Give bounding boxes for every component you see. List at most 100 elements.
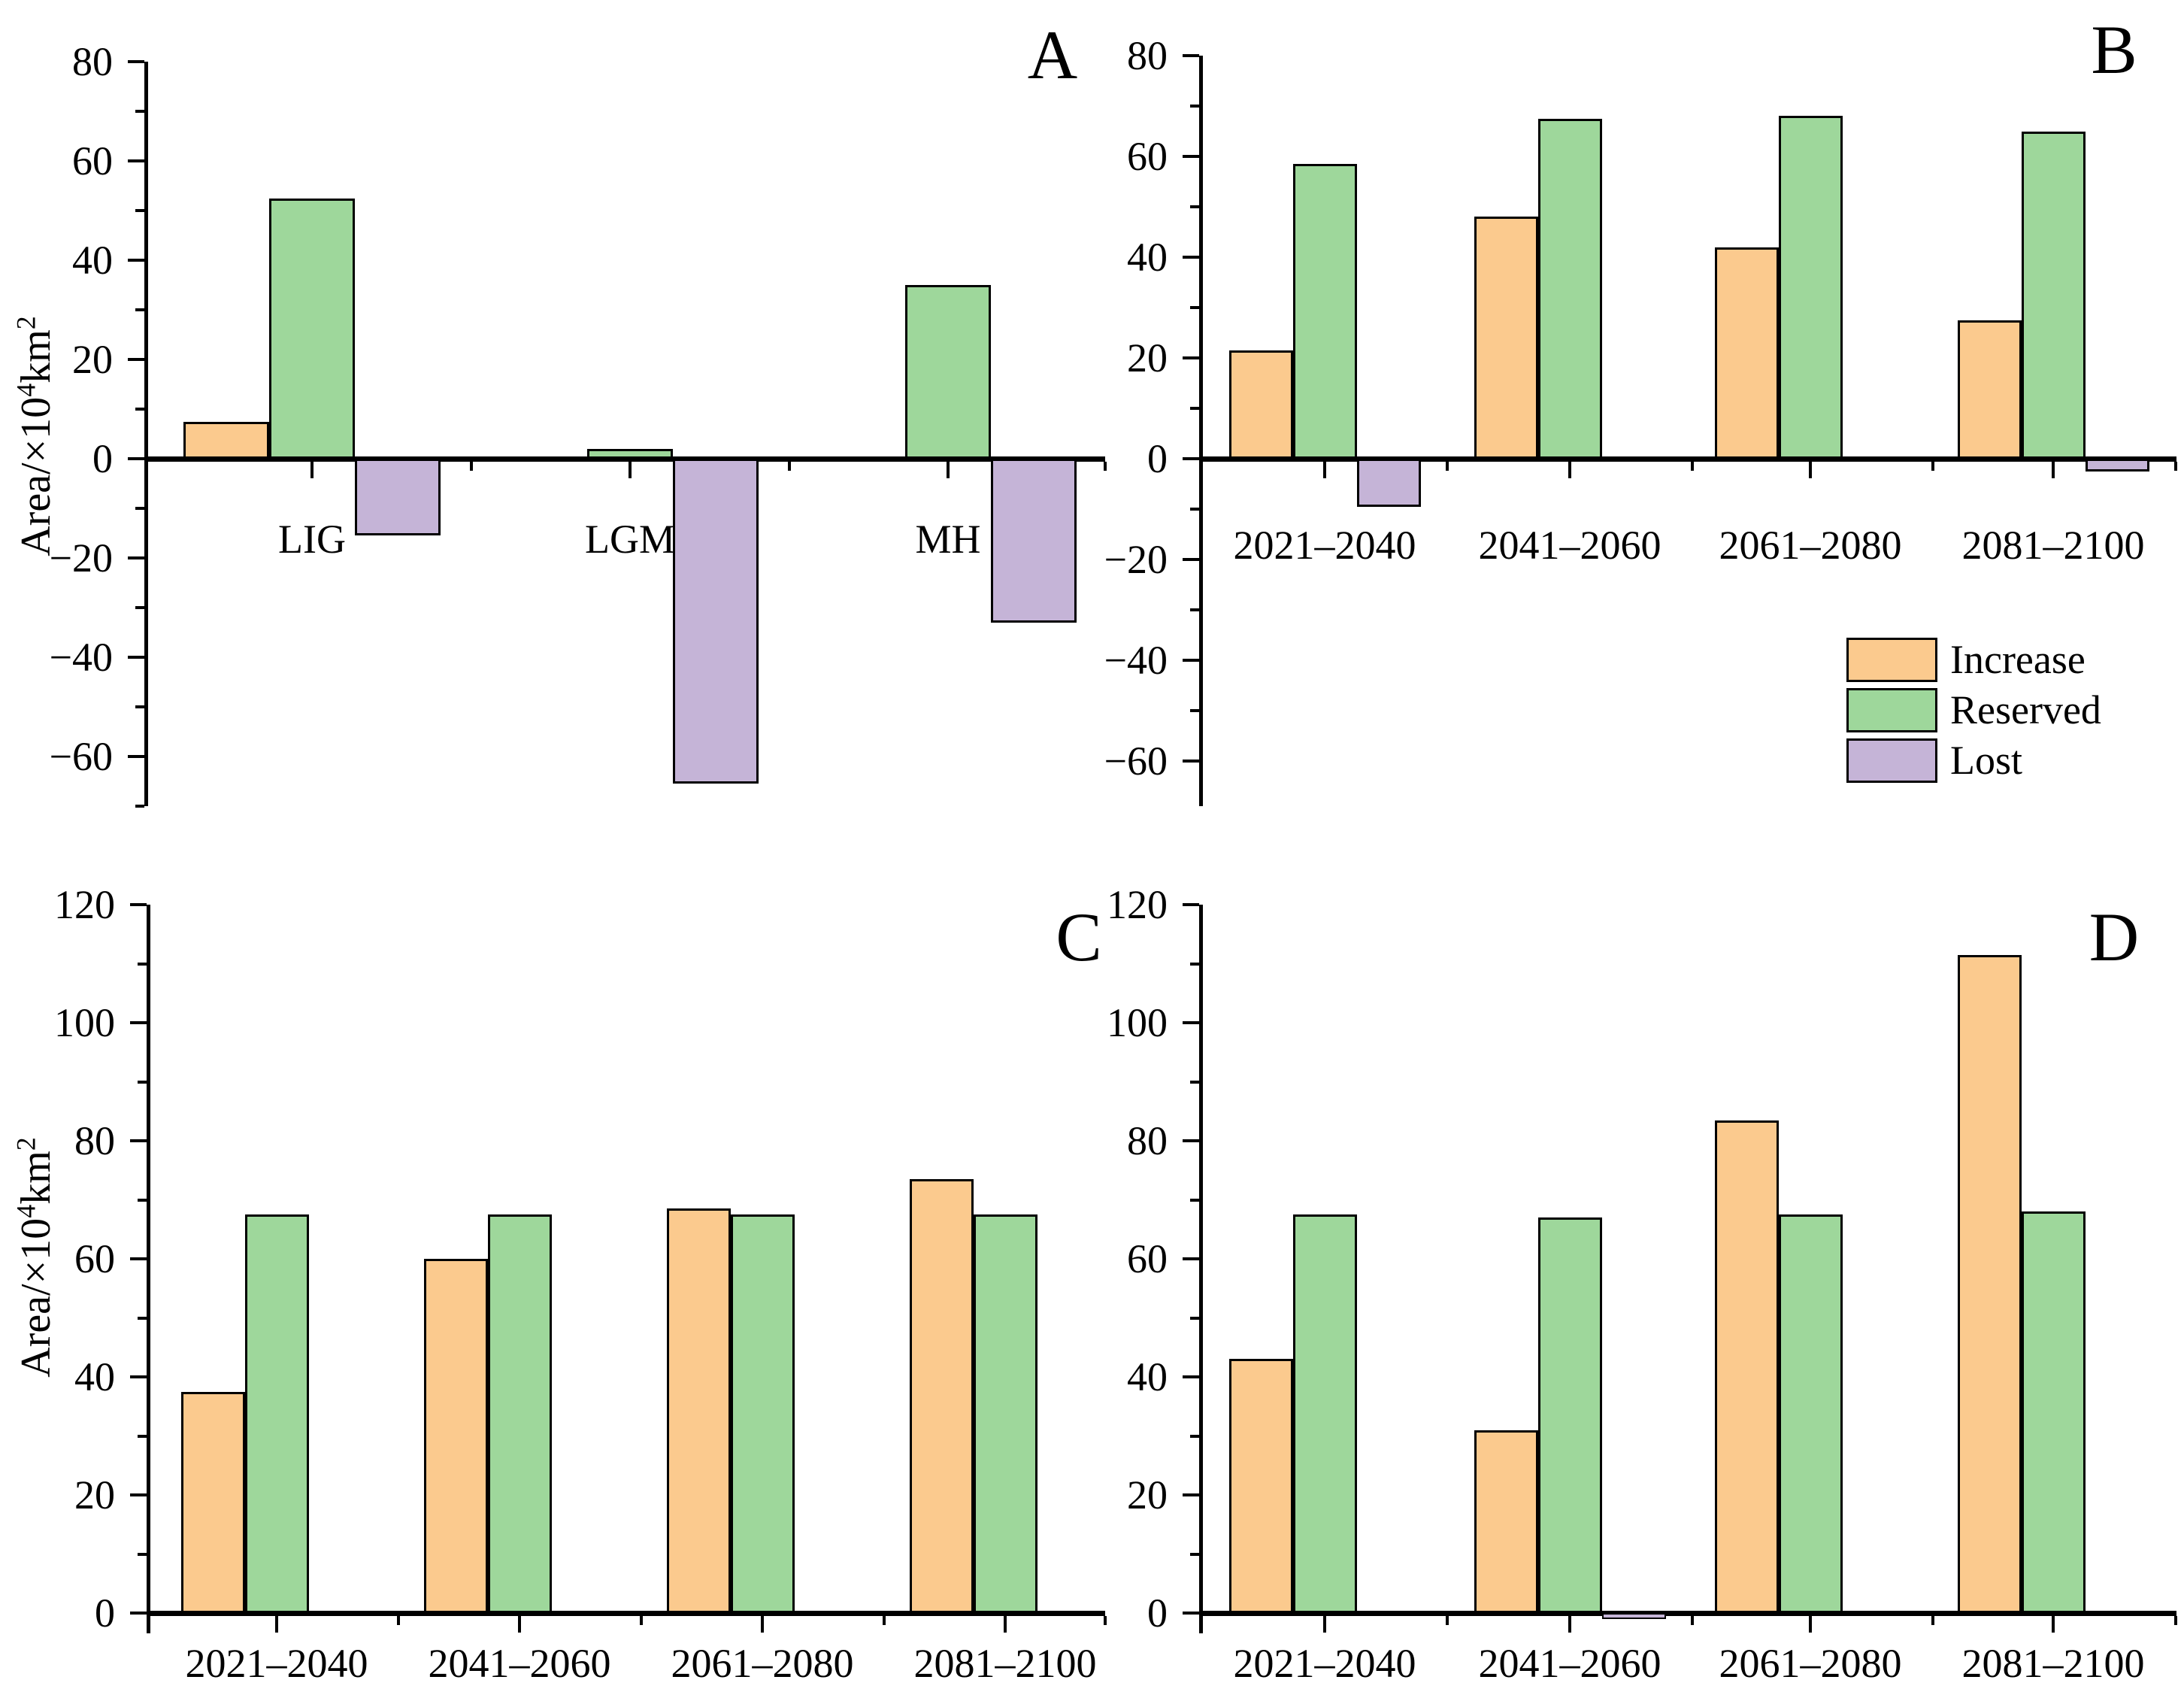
y-major-tick (128, 656, 144, 659)
bar-lost (355, 459, 441, 536)
bar-lost (1356, 459, 1421, 507)
bar-increase (1957, 320, 2022, 459)
x-category-label: 2081–2100 (913, 1641, 1097, 1686)
y-tick-label: −60 (1104, 738, 1168, 784)
y-tick-label: 60 (1127, 1236, 1168, 1281)
y-axis-title: Area/×104km2 (11, 316, 59, 556)
bar-reserved (244, 1214, 309, 1613)
x-major-tick (2052, 461, 2055, 478)
y-tick-label: −40 (49, 635, 113, 680)
bar-lost (991, 459, 1077, 623)
bar-increase (1714, 247, 1779, 459)
y-major-tick (130, 903, 147, 906)
y-minor-tick (135, 308, 144, 311)
bar-increase (1474, 217, 1538, 459)
y-major-tick (1183, 558, 1199, 561)
y-major-tick (1183, 54, 1199, 57)
y-major-tick (128, 457, 144, 460)
bar-increase (1228, 350, 1293, 459)
y-major-tick (1183, 1612, 1199, 1615)
y-tick-label: 120 (54, 882, 115, 927)
bar-reserved (1537, 1217, 1602, 1613)
y-major-tick (1183, 1493, 1199, 1496)
bar-increase (666, 1208, 731, 1613)
y-tick-label: 20 (74, 1472, 115, 1518)
y-minor-tick (135, 805, 144, 808)
y-tick-label: 100 (1107, 1000, 1168, 1045)
bar-lost (2085, 459, 2149, 471)
x-axis-line (144, 456, 1105, 462)
y-axis-spine (144, 62, 148, 806)
y-tick-label: 40 (72, 238, 113, 283)
bar-reserved (1778, 116, 1843, 459)
x-major-tick (1004, 1615, 1007, 1633)
y-major-tick (1183, 256, 1199, 259)
panel-letter-c: C (1056, 899, 1102, 975)
x-major-tick (629, 461, 632, 478)
x-minor-tick (787, 461, 791, 471)
y-minor-tick (1190, 508, 1199, 511)
y-minor-tick (138, 1080, 147, 1084)
bar-increase (1957, 954, 2022, 1613)
y-tick-label: 0 (95, 1590, 115, 1636)
bar-reserved (1778, 1214, 1843, 1613)
x-axis-line (1199, 456, 2176, 462)
x-axis-line (1199, 1610, 2176, 1616)
bar-reserved (2021, 131, 2086, 459)
bar-reserved (1292, 164, 1357, 459)
y-tick-label: 20 (1127, 1472, 1168, 1518)
y-major-tick (1183, 760, 1199, 763)
bar-increase (1228, 1359, 1293, 1613)
y-minor-tick (135, 705, 144, 708)
x-minor-tick (469, 461, 473, 471)
bar-reserved (587, 448, 673, 459)
bar-reserved (973, 1214, 1037, 1613)
y-minor-tick (138, 1198, 147, 1202)
legend-swatch-increase (1846, 638, 1937, 682)
y-major-tick (130, 1612, 147, 1615)
y-major-tick (1183, 903, 1199, 906)
y-major-tick (130, 1139, 147, 1142)
legend-label-lost: Lost (1950, 738, 2023, 783)
x-category-label: 2061–2080 (1719, 1641, 1902, 1686)
y-major-tick (1183, 457, 1199, 460)
bar-reserved (269, 198, 355, 459)
y-minor-tick (1190, 1434, 1199, 1438)
x-major-tick (1323, 461, 1326, 478)
x-minor-tick (2174, 1615, 2177, 1625)
y-tick-label: 100 (54, 1000, 115, 1045)
y-tick-label: 0 (92, 436, 113, 481)
x-minor-tick (639, 1615, 643, 1625)
y-tick-label: −20 (1104, 537, 1168, 582)
y-minor-tick (1190, 1198, 1199, 1202)
y-major-tick (128, 556, 144, 559)
x-category-label: 2061–2080 (671, 1641, 854, 1686)
x-major-tick (310, 461, 314, 478)
y-tick-label: 80 (1127, 33, 1168, 78)
y-minor-tick (135, 110, 144, 113)
y-minor-tick (1190, 709, 1199, 712)
y-major-tick (128, 60, 144, 63)
bar-increase (180, 1391, 245, 1613)
x-minor-tick (1104, 1615, 1107, 1625)
y-tick-label: 60 (74, 1236, 115, 1281)
y-tick-label: 0 (1147, 436, 1168, 481)
panel-letter-a: A (1027, 17, 1078, 93)
x-minor-tick (1691, 461, 1694, 471)
y-tick-label: 80 (74, 1118, 115, 1163)
y-major-tick (128, 358, 144, 361)
y-minor-tick (1190, 407, 1199, 410)
x-major-tick (1809, 1615, 1812, 1633)
x-minor-tick (1691, 1615, 1694, 1625)
y-major-tick (128, 755, 144, 758)
y-minor-tick (138, 962, 147, 966)
y-minor-tick (138, 1316, 147, 1320)
y-major-tick (130, 1257, 147, 1260)
bar-reserved (1537, 118, 1602, 459)
bar-lost (673, 459, 759, 784)
x-category-label: 2041–2060 (1478, 1641, 1661, 1686)
y-tick-label: 40 (1127, 1354, 1168, 1399)
y-axis-spine (1199, 905, 1203, 1633)
bar-reserved (487, 1214, 552, 1613)
legend-label-reserved: Reserved (1950, 687, 2101, 732)
